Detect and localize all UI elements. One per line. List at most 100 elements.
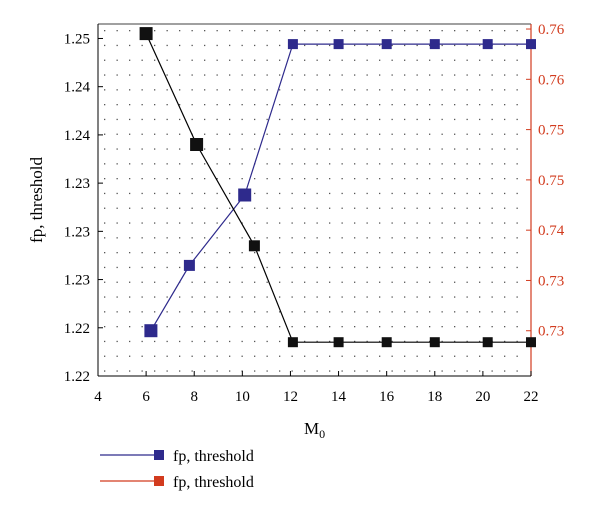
grid-dot bbox=[454, 59, 456, 61]
grid-dot bbox=[516, 237, 518, 239]
grid-dot bbox=[191, 222, 193, 224]
grid-dot bbox=[479, 207, 481, 209]
grid-dot bbox=[466, 118, 468, 121]
grid-dot bbox=[391, 326, 393, 328]
grid-dot bbox=[504, 222, 506, 224]
grid-dot bbox=[404, 207, 406, 209]
grid-dot bbox=[291, 178, 293, 180]
grid-dot bbox=[279, 74, 281, 76]
grid-dot bbox=[166, 252, 168, 254]
grid-dot bbox=[291, 326, 293, 328]
grid-dot bbox=[416, 237, 418, 239]
grid-dot bbox=[141, 133, 143, 135]
grid-dot bbox=[454, 104, 456, 106]
grid-dot bbox=[379, 163, 381, 165]
grid-dot bbox=[479, 252, 481, 254]
grid-dot bbox=[429, 340, 431, 343]
grid-dot bbox=[316, 104, 318, 106]
grid-dot bbox=[416, 281, 418, 283]
grid-dot bbox=[516, 118, 518, 121]
grid-dot bbox=[104, 266, 106, 269]
legend-swatch-marker bbox=[154, 450, 164, 460]
grid-dot bbox=[291, 104, 293, 106]
grid-dot bbox=[366, 326, 368, 328]
grid-dot bbox=[191, 192, 193, 195]
grid-dot bbox=[116, 148, 118, 150]
grid-dot bbox=[479, 148, 481, 150]
grid-dot bbox=[104, 44, 106, 47]
grid-dot bbox=[154, 118, 156, 121]
grid-dot bbox=[354, 355, 356, 357]
grid-dot bbox=[491, 237, 493, 239]
grid-dot bbox=[491, 133, 493, 135]
grid-dot bbox=[354, 192, 356, 195]
grid-dot bbox=[441, 44, 443, 47]
grid-dot bbox=[379, 118, 381, 121]
x-tick-label: 8 bbox=[190, 389, 198, 405]
grid-dot bbox=[266, 296, 268, 298]
grid-dot bbox=[229, 118, 231, 121]
grid-dot bbox=[254, 207, 256, 209]
grid-dot bbox=[104, 222, 106, 224]
data-point bbox=[190, 138, 204, 151]
grid-dot bbox=[266, 340, 268, 343]
grid-dot bbox=[454, 148, 456, 150]
grid-dot bbox=[491, 207, 493, 209]
grid-dot bbox=[191, 237, 193, 239]
grid-dot bbox=[454, 237, 456, 239]
grid-dot bbox=[166, 281, 168, 283]
grid-dot bbox=[329, 44, 331, 47]
grid-dot bbox=[266, 326, 268, 328]
grid-dot bbox=[154, 178, 156, 180]
grid-dot bbox=[304, 30, 306, 32]
grid-dot bbox=[179, 192, 181, 195]
grid-dot bbox=[466, 355, 468, 357]
grid-dot bbox=[104, 207, 106, 209]
grid-dot bbox=[391, 118, 393, 121]
grid-dot bbox=[316, 222, 318, 224]
grid-dot bbox=[104, 192, 106, 195]
grid-dot bbox=[104, 74, 106, 76]
grid-dot bbox=[266, 163, 268, 165]
legend-item: fp, threshold bbox=[100, 448, 254, 465]
grid-dot bbox=[366, 311, 368, 313]
grid-dot bbox=[429, 326, 431, 328]
left-tick-label: 1.22 bbox=[64, 321, 90, 337]
grid-dot bbox=[504, 89, 506, 91]
data-point bbox=[482, 39, 493, 50]
grid-dot bbox=[291, 237, 293, 239]
left-tick-label: 1.25 bbox=[64, 31, 90, 47]
grid-dot bbox=[329, 355, 331, 357]
grid-dot bbox=[241, 355, 243, 357]
grid-dot bbox=[104, 281, 106, 283]
grid-dot bbox=[104, 237, 106, 239]
grid-dot bbox=[404, 326, 406, 328]
grid-dot bbox=[329, 370, 331, 372]
grid-dot bbox=[229, 30, 231, 32]
grid-dot bbox=[416, 74, 418, 76]
grid-dot bbox=[129, 178, 131, 180]
grid-dot bbox=[179, 89, 181, 91]
grid-dot bbox=[104, 178, 106, 180]
grid-dot bbox=[454, 178, 456, 180]
grid-dot bbox=[166, 74, 168, 76]
series-1 bbox=[144, 39, 536, 338]
left-tick-label: 1.24 bbox=[64, 80, 91, 96]
grid-dot bbox=[191, 163, 193, 165]
grid-dot bbox=[254, 104, 256, 106]
grid-dot bbox=[479, 89, 481, 91]
grid-dot bbox=[141, 281, 143, 283]
grid-dot bbox=[316, 192, 318, 195]
grid-dot bbox=[379, 89, 381, 91]
grid-dot bbox=[291, 296, 293, 298]
grid-dot bbox=[354, 163, 356, 165]
grid-dot bbox=[241, 118, 243, 121]
grid-dot bbox=[216, 118, 218, 121]
grid-dot bbox=[166, 89, 168, 91]
grid-dot bbox=[366, 74, 368, 76]
grid-dot bbox=[291, 311, 293, 313]
grid-dot bbox=[154, 148, 156, 150]
grid-dot bbox=[116, 178, 118, 180]
grid-dot bbox=[229, 340, 231, 343]
grid-dot bbox=[316, 207, 318, 209]
